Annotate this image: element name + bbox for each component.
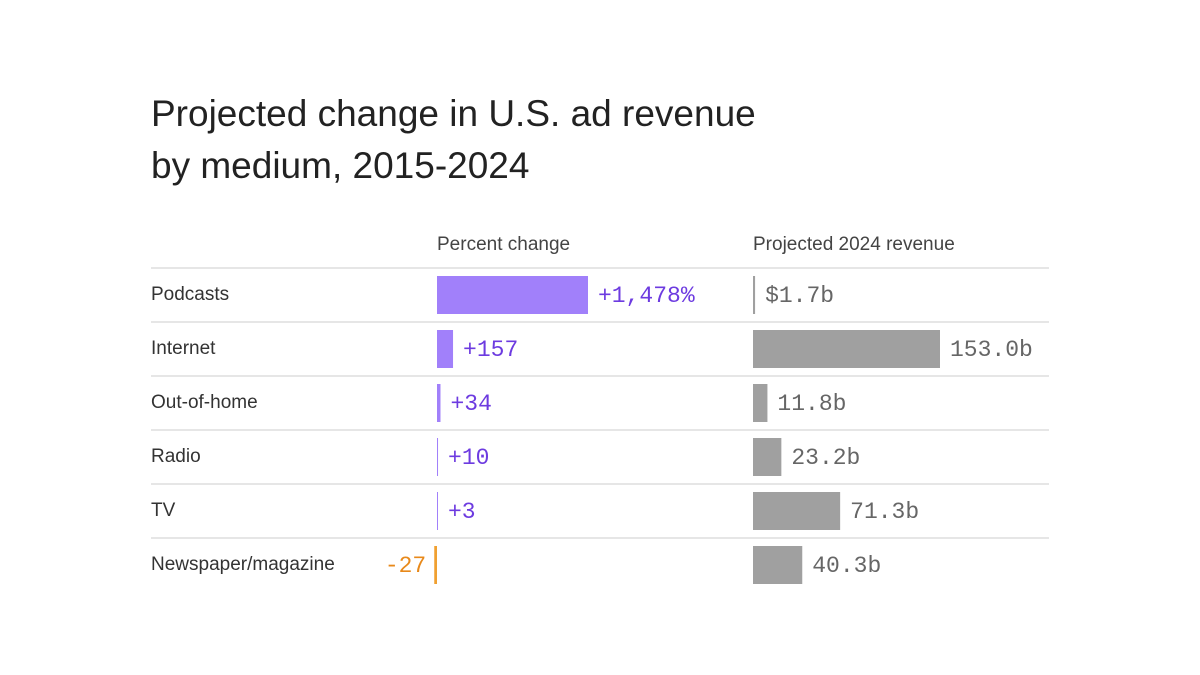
value-label: +34 (450, 391, 491, 417)
bar (437, 492, 438, 530)
category-label: Internet (151, 338, 216, 359)
column-header: Projected 2024 revenue (753, 234, 955, 255)
bar (753, 276, 756, 314)
bar (753, 330, 940, 368)
value-label: +3 (448, 499, 476, 525)
bar (437, 438, 439, 476)
bar (437, 276, 588, 314)
column-header: Percent change (437, 234, 570, 255)
value-label: +157 (463, 337, 518, 363)
category-label: TV (151, 500, 176, 521)
category-label: Newspaper/magazine (151, 554, 335, 575)
category-label: Radio (151, 446, 201, 467)
value-label: 40.3b (812, 553, 881, 579)
value-label: 11.8b (777, 391, 846, 417)
bar (753, 438, 782, 476)
value-label: 71.3b (850, 499, 919, 525)
value-label: 153.0b (950, 337, 1033, 363)
category-label: Podcasts (151, 284, 229, 305)
bar (437, 384, 441, 422)
value-label: +1,478% (598, 283, 695, 309)
bar (437, 330, 454, 368)
bar (753, 384, 768, 422)
chart-title: Projected change in U.S. ad revenue by m… (151, 93, 756, 186)
bar (753, 492, 841, 530)
value-label: -27 (385, 553, 426, 579)
value-label: +10 (448, 445, 489, 471)
value-label: 23.2b (791, 445, 860, 471)
value-label: $1.7b (765, 283, 834, 309)
category-label: Out-of-home (151, 392, 258, 413)
bar (434, 546, 437, 584)
bar (753, 546, 803, 584)
